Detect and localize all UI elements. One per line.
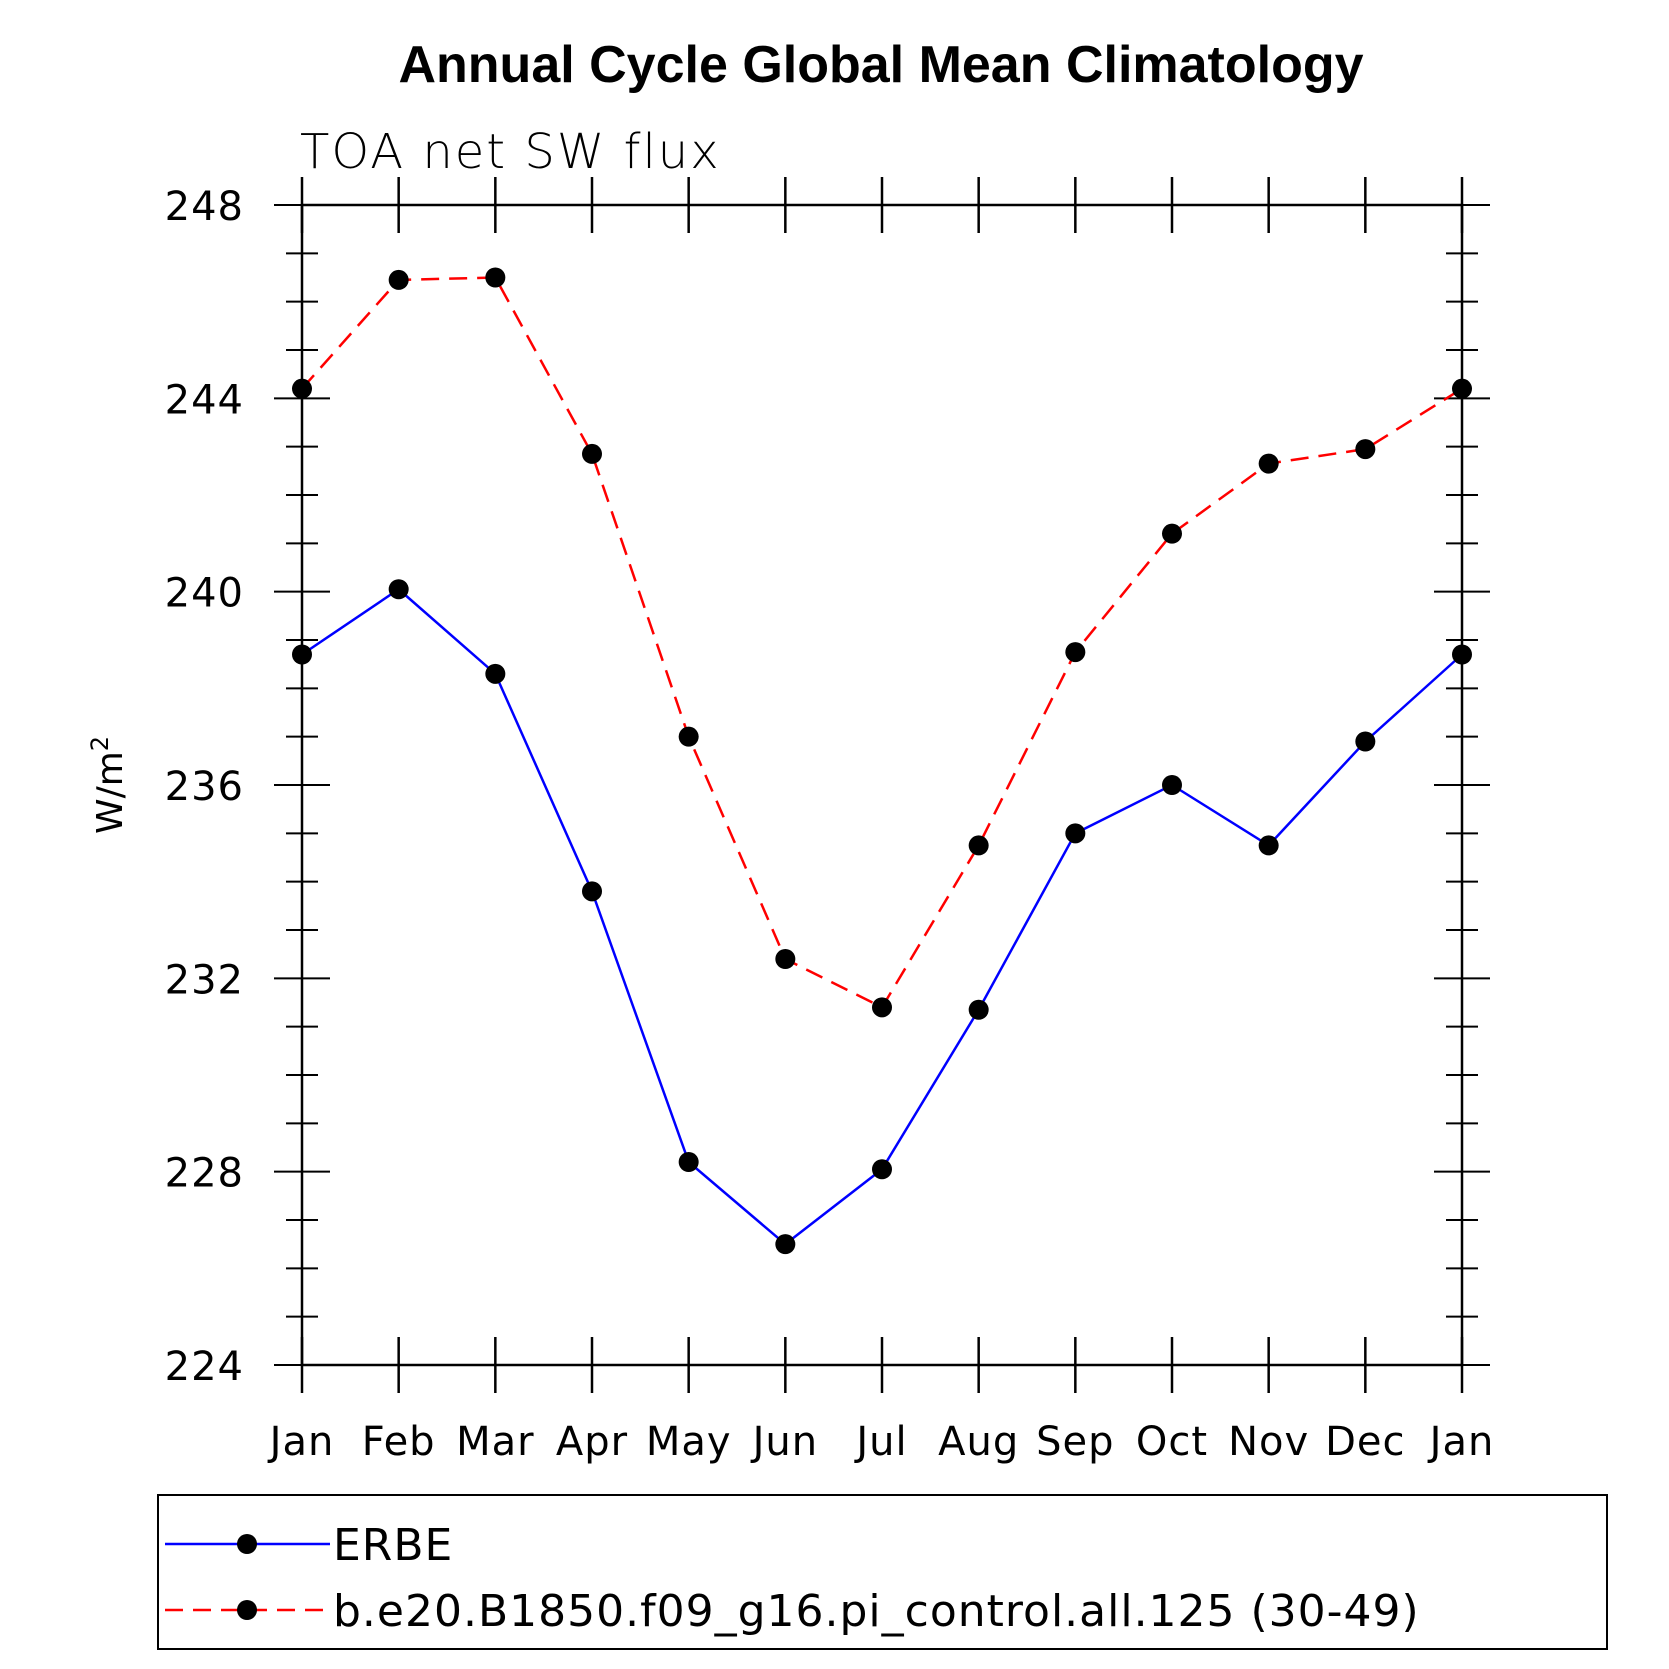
y-axis-label: W/m2	[86, 736, 131, 834]
axes: Jan Feb Mar Apr May Jun Jul Aug Sep Oct Nov Dec Jan 2…	[165, 177, 1495, 1465]
legend-box	[157, 1494, 1608, 1650]
x-tick-label: Jan	[1427, 1419, 1495, 1465]
series-1-point	[485, 267, 506, 288]
y-tick-label: 240	[165, 571, 244, 617]
series-1-point	[1258, 453, 1279, 474]
series-0-point	[1162, 775, 1182, 795]
series-1-point	[775, 949, 796, 969]
y-tick-label: 232	[165, 957, 244, 1003]
plot-frame	[300, 203, 1464, 1367]
legend-label-model: b.e20.B1850.f09_g16.pi_control.all.125 (…	[333, 1586, 1420, 1637]
series-1-point	[678, 726, 699, 747]
series-1-point	[582, 443, 602, 464]
x-tick-label: Aug	[938, 1419, 1019, 1465]
series-0-point	[292, 644, 312, 665]
x-tick-label: Feb	[362, 1419, 436, 1465]
series-line-0	[301, 587, 1463, 1246]
series-1-point	[968, 835, 989, 856]
legend-marker-erbe	[237, 1534, 257, 1554]
series-1-point	[292, 378, 312, 399]
x-tick-label: Sep	[1036, 1419, 1114, 1465]
series-1-point	[1162, 523, 1182, 544]
y-tick-label: 224	[165, 1344, 244, 1390]
series-1-point	[1452, 378, 1472, 399]
series-0-point	[968, 999, 989, 1020]
legend: ERBE b.e20.B1850.f09_g16.pi_control.all.…	[157, 1494, 1608, 1650]
y-tick-label: 244	[165, 377, 244, 423]
x-tick-label: Jun	[750, 1419, 819, 1465]
series-1-point	[1065, 642, 1086, 663]
series-0-point	[1258, 835, 1279, 856]
series-0-point	[1355, 731, 1376, 752]
series-0-point	[775, 1234, 796, 1255]
x-tick-label: Jan	[267, 1419, 335, 1465]
series-1-point	[1355, 439, 1376, 460]
x-tick-label: May	[646, 1419, 732, 1465]
x-tick-label: Jul	[853, 1419, 907, 1465]
y-tick-label: 228	[165, 1151, 244, 1197]
legend-label-erbe: ERBE	[333, 1520, 453, 1571]
x-tick-label: Dec	[1325, 1419, 1405, 1465]
chart-title: Annual Cycle Global Mean Climatology	[398, 36, 1363, 94]
series-0-point	[678, 1152, 699, 1172]
series-0-point	[1452, 644, 1472, 665]
x-tick-label: Apr	[556, 1419, 628, 1465]
legend-marker-model	[237, 1600, 257, 1620]
x-tick-label: Nov	[1228, 1419, 1309, 1465]
series-layer	[292, 267, 1472, 1255]
series-0-point	[485, 663, 506, 684]
chart-subtitle: TOA net SW flux	[300, 124, 721, 180]
x-tick-label: Mar	[456, 1419, 534, 1465]
series-line-1	[301, 276, 1463, 1009]
series-1-point	[872, 997, 892, 1018]
series-0-point	[1065, 823, 1086, 844]
series-1-point	[388, 269, 409, 290]
y-axis-label-base: W/m	[90, 751, 131, 834]
series-0-point	[582, 881, 602, 902]
y-axis-label-sup: 2	[86, 736, 114, 751]
series-0-point	[388, 579, 409, 600]
x-tick-label: Oct	[1136, 1419, 1208, 1465]
y-tick-label: 236	[165, 764, 244, 810]
series-0-point	[872, 1159, 892, 1180]
y-tick-label: 248	[165, 184, 244, 230]
